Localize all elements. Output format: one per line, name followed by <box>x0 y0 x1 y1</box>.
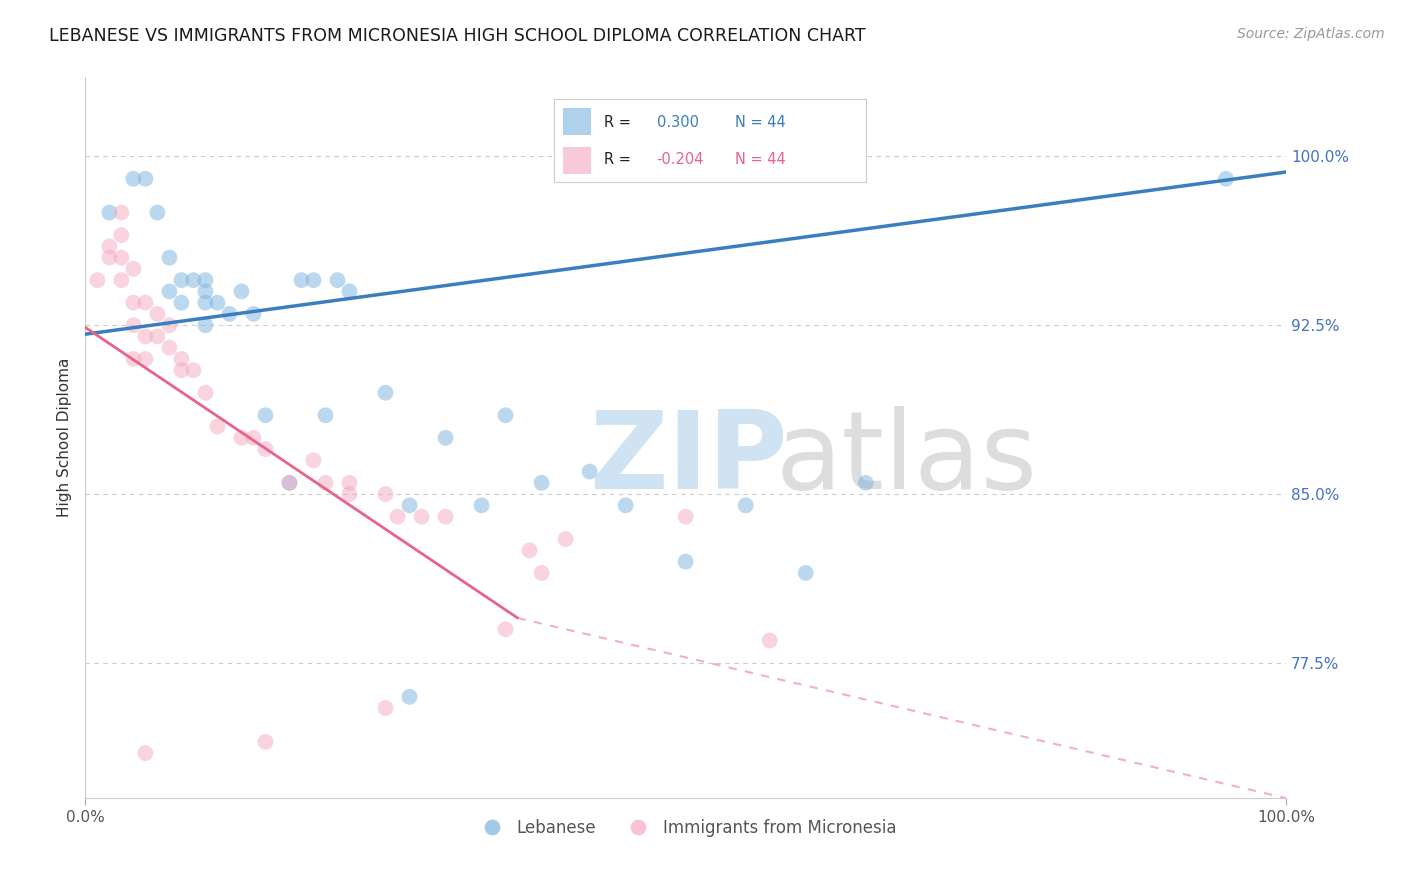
Point <box>411 509 433 524</box>
Point <box>157 341 180 355</box>
Point <box>170 351 193 366</box>
Point <box>495 409 517 423</box>
Point <box>122 261 145 276</box>
Y-axis label: High School Diploma: High School Diploma <box>58 358 72 517</box>
Point <box>1215 171 1237 186</box>
Point <box>242 431 264 445</box>
Point <box>146 205 169 219</box>
Point <box>98 239 121 253</box>
Point <box>86 273 108 287</box>
Point <box>398 499 420 513</box>
Point <box>434 509 457 524</box>
Point <box>530 566 553 580</box>
Point <box>254 442 277 456</box>
Point <box>434 431 457 445</box>
Point <box>218 307 240 321</box>
Point <box>110 251 132 265</box>
Point <box>194 295 217 310</box>
Point <box>254 735 277 749</box>
Point <box>374 385 396 400</box>
Point <box>374 487 396 501</box>
Point <box>134 171 156 186</box>
Point <box>183 363 205 377</box>
Point <box>170 363 193 377</box>
Point <box>134 329 156 343</box>
Point <box>339 285 361 299</box>
Point <box>194 285 217 299</box>
Point <box>134 746 156 760</box>
Point <box>110 273 132 287</box>
Point <box>157 251 180 265</box>
Point <box>315 475 337 490</box>
Point <box>170 295 193 310</box>
Point <box>578 465 600 479</box>
Point <box>278 475 301 490</box>
Point <box>315 409 337 423</box>
Point <box>110 205 132 219</box>
Point <box>326 273 349 287</box>
Point <box>302 273 325 287</box>
Text: atlas: atlas <box>776 407 1038 512</box>
Point <box>614 499 637 513</box>
Legend: Lebanese, Immigrants from Micronesia: Lebanese, Immigrants from Micronesia <box>468 813 903 844</box>
Point <box>98 205 121 219</box>
Point <box>471 499 494 513</box>
Point <box>554 532 576 546</box>
Point <box>398 690 420 704</box>
Point <box>146 307 169 321</box>
Point <box>122 318 145 333</box>
Point <box>339 475 361 490</box>
Point <box>290 273 312 287</box>
Point <box>207 419 229 434</box>
Point <box>194 318 217 333</box>
Point <box>170 273 193 287</box>
Point <box>146 329 169 343</box>
Point <box>519 543 541 558</box>
Text: Source: ZipAtlas.com: Source: ZipAtlas.com <box>1237 27 1385 41</box>
Point <box>254 409 277 423</box>
Point <box>134 351 156 366</box>
Point <box>231 431 253 445</box>
Point <box>302 453 325 467</box>
Point <box>122 351 145 366</box>
Point <box>242 307 264 321</box>
Point <box>194 273 217 287</box>
Point <box>758 633 780 648</box>
Point <box>183 273 205 287</box>
Point <box>157 285 180 299</box>
Point <box>675 509 697 524</box>
Point <box>98 251 121 265</box>
Point <box>734 499 756 513</box>
Point <box>207 295 229 310</box>
Point <box>110 228 132 243</box>
Point <box>339 487 361 501</box>
Point <box>855 475 877 490</box>
Point <box>278 475 301 490</box>
Point <box>374 701 396 715</box>
Point <box>794 566 817 580</box>
Point <box>194 385 217 400</box>
Point <box>157 318 180 333</box>
Point <box>134 295 156 310</box>
Point <box>530 475 553 490</box>
Text: ZIP: ZIP <box>589 407 789 512</box>
Point <box>387 509 409 524</box>
Text: LEBANESE VS IMMIGRANTS FROM MICRONESIA HIGH SCHOOL DIPLOMA CORRELATION CHART: LEBANESE VS IMMIGRANTS FROM MICRONESIA H… <box>49 27 866 45</box>
Point <box>231 285 253 299</box>
Point <box>122 171 145 186</box>
Point <box>675 555 697 569</box>
Point <box>122 295 145 310</box>
Point <box>495 622 517 636</box>
